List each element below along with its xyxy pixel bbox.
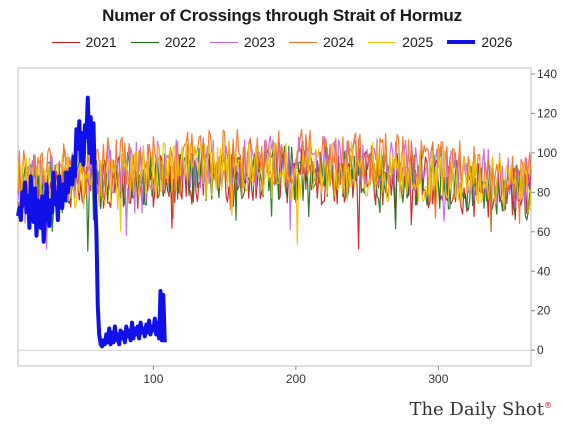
legend-label: 2023	[243, 34, 275, 50]
y-tick-label: 120	[537, 106, 557, 120]
legend: 2021 2022 2023 2024 2025 2026	[0, 34, 564, 50]
legend-swatch	[289, 41, 317, 43]
y-tick-label: 80	[537, 185, 551, 199]
y-tick-label: 60	[537, 225, 551, 239]
legend-item-2022: 2022	[130, 34, 196, 50]
plot-frame	[17, 67, 532, 367]
series-line-2026	[16, 95, 167, 349]
legend-swatch	[130, 41, 159, 43]
series-line-2024	[17, 128, 532, 230]
x-tick-label: 200	[286, 372, 306, 386]
x-tick-label: 300	[428, 372, 448, 386]
legend-swatch	[368, 41, 397, 43]
legend-swatch	[209, 41, 238, 43]
legend-label: 2024	[323, 34, 355, 50]
legend-label: 2021	[85, 34, 117, 50]
y-tick-label: 0	[537, 343, 544, 357]
legend-label: 2022	[164, 34, 196, 50]
y-tick-label: 140	[537, 67, 557, 81]
brand-logo: The Daily Shot®	[409, 399, 552, 420]
registered-mark: ®	[544, 401, 552, 410]
legend-label: 2026	[481, 34, 513, 50]
series-line-2025	[17, 139, 532, 246]
chart-title: Numer of Crossings through Strait of Hor…	[102, 6, 462, 25]
brand-text: The Daily Shot	[409, 399, 544, 420]
legend-item-2026: 2026	[447, 34, 512, 50]
x-tick-label: 100	[143, 372, 163, 386]
legend-item-2021: 2021	[51, 34, 117, 50]
y-tick-label: 100	[537, 146, 557, 160]
legend-item-2024: 2024	[289, 34, 354, 50]
legend-swatch	[51, 41, 80, 43]
legend-swatch	[447, 40, 476, 44]
y-tick-label: 20	[537, 304, 551, 318]
legend-item-2025: 2025	[368, 34, 433, 50]
y-tick-label: 40	[537, 264, 551, 278]
legend-label: 2025	[402, 34, 434, 50]
legend-item-2023: 2023	[209, 34, 275, 50]
